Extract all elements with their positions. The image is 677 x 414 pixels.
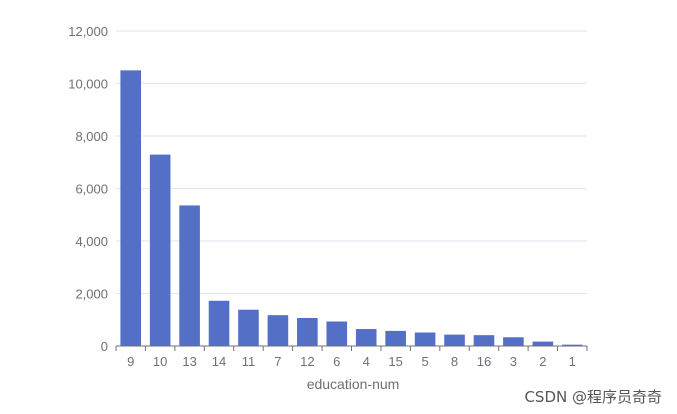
- x-tick-label: 16: [477, 354, 491, 369]
- bar-12: [297, 317, 318, 346]
- bar-10: [149, 154, 171, 346]
- bar-6: [326, 321, 348, 346]
- y-tick-label: 2,000: [75, 287, 108, 302]
- x-axis: [115, 345, 588, 351]
- y-tick-label: 12,000: [68, 24, 108, 39]
- bar-15: [385, 330, 406, 346]
- y-tick-label: 0: [101, 339, 108, 354]
- x-tick-label: 7: [274, 354, 281, 369]
- bar-1: [561, 344, 583, 346]
- x-tick-label: 12: [300, 354, 314, 369]
- x-tick-label: 4: [363, 354, 370, 369]
- x-axis-title: education-num: [307, 376, 400, 392]
- bar-13: [179, 205, 200, 346]
- bar-2: [532, 341, 554, 346]
- x-tick-label: 8: [451, 354, 458, 369]
- x-tick-label: 11: [242, 354, 256, 369]
- y-tick-label: 4,000: [75, 234, 108, 249]
- x-tick-label: 9: [127, 354, 134, 369]
- bar-11: [238, 309, 259, 346]
- x-tick-label: 14: [212, 354, 226, 369]
- bar-14: [208, 300, 230, 346]
- bar-5: [414, 332, 436, 346]
- bar-7: [267, 315, 289, 346]
- y-tick-label: 6,000: [75, 182, 108, 197]
- bar-4: [355, 329, 377, 346]
- bars: [120, 70, 583, 346]
- watermark-text: CSDN @程序员奇奇: [524, 388, 662, 406]
- x-tick-label: 10: [153, 354, 167, 369]
- bar-9: [120, 70, 142, 346]
- x-tick-label: 6: [333, 354, 340, 369]
- x-tick-label: 1: [569, 354, 576, 369]
- bar-3: [503, 337, 524, 346]
- x-tick-label: 2: [539, 354, 546, 369]
- bar-8: [444, 334, 465, 346]
- y-tick-label: 8,000: [75, 129, 108, 144]
- y-axis-tick-labels: 0 2,000 4,000 6,000 8,000 10,000 12,000: [68, 24, 108, 354]
- bar-16: [473, 335, 495, 346]
- x-tick-label: 15: [388, 354, 402, 369]
- x-tick-label: 5: [421, 354, 428, 369]
- x-tick-label: 3: [510, 354, 517, 369]
- x-axis-tick-labels: 9 10 13 14 11 7 12 6 4 15 5 8 16 3 2 1: [127, 354, 576, 369]
- x-tick-label: 13: [182, 354, 196, 369]
- y-tick-label: 10,000: [68, 77, 108, 92]
